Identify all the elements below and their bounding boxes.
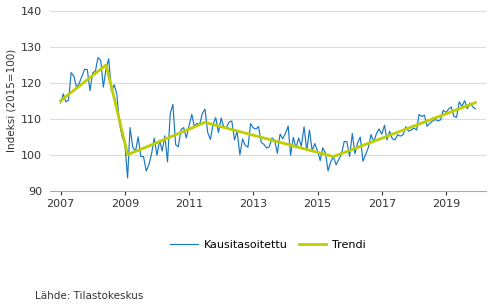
Legend: Kausitasoitettu, Trendi: Kausitasoitettu, Trendi — [166, 236, 370, 255]
Text: Lähde: Tilastokeskus: Lähde: Tilastokeskus — [35, 291, 143, 301]
Y-axis label: Indeksi (2015=100): Indeksi (2015=100) — [7, 49, 17, 152]
